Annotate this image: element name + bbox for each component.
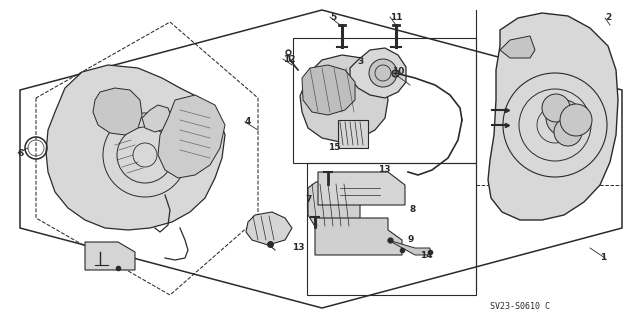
Polygon shape bbox=[46, 65, 225, 230]
Circle shape bbox=[560, 104, 592, 136]
Circle shape bbox=[554, 118, 582, 146]
Text: 2: 2 bbox=[605, 13, 611, 23]
Text: 5: 5 bbox=[330, 12, 336, 21]
Polygon shape bbox=[300, 55, 388, 142]
Text: 11: 11 bbox=[390, 12, 403, 21]
Text: SV23-S0610 C: SV23-S0610 C bbox=[490, 302, 550, 311]
Circle shape bbox=[542, 94, 570, 122]
Text: 10: 10 bbox=[392, 68, 404, 77]
Text: 3: 3 bbox=[357, 57, 364, 66]
Circle shape bbox=[546, 100, 582, 136]
Text: 12: 12 bbox=[283, 55, 296, 63]
Polygon shape bbox=[85, 242, 135, 270]
Text: 15: 15 bbox=[328, 144, 340, 152]
Polygon shape bbox=[246, 212, 292, 245]
Text: 6: 6 bbox=[18, 149, 24, 158]
Polygon shape bbox=[488, 13, 618, 220]
Polygon shape bbox=[350, 48, 406, 98]
Text: 8: 8 bbox=[410, 205, 416, 214]
Polygon shape bbox=[318, 172, 405, 205]
Circle shape bbox=[369, 59, 397, 87]
Polygon shape bbox=[302, 65, 355, 115]
Text: 7: 7 bbox=[305, 196, 312, 204]
Text: 4: 4 bbox=[245, 117, 252, 127]
Polygon shape bbox=[338, 120, 368, 148]
Polygon shape bbox=[93, 88, 142, 135]
Text: 9: 9 bbox=[407, 235, 413, 244]
Polygon shape bbox=[388, 240, 430, 255]
Polygon shape bbox=[315, 218, 402, 255]
Text: 14: 14 bbox=[420, 250, 433, 259]
Polygon shape bbox=[500, 36, 535, 58]
Text: 1: 1 bbox=[600, 254, 606, 263]
Polygon shape bbox=[142, 105, 172, 132]
Text: 13: 13 bbox=[292, 243, 305, 253]
Text: 13: 13 bbox=[378, 166, 390, 174]
Polygon shape bbox=[158, 95, 225, 178]
Polygon shape bbox=[308, 180, 360, 230]
